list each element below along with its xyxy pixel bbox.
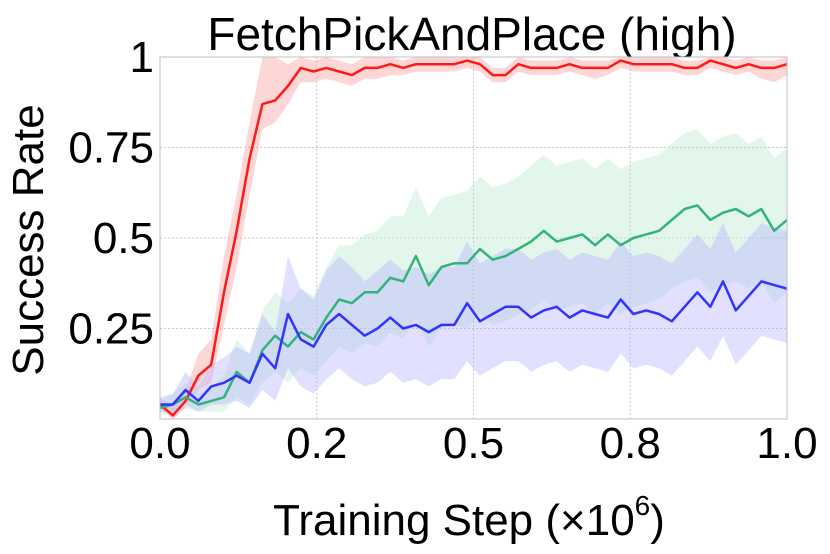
x-tick-label-3: 0.8	[600, 419, 661, 468]
series-0-line	[159, 59, 788, 417]
y-tick-label-0: 0.25	[68, 305, 154, 354]
x-axis-label-main: Training Step (×10	[273, 496, 635, 545]
y-tick-label-3: 1	[130, 33, 154, 82]
y-tick-label-1: 0.5	[93, 214, 154, 263]
x-axis-label-close: )	[650, 496, 665, 545]
x-axis-label: Training Step (×106)	[273, 490, 665, 545]
x-tick-label-2: 0.5	[443, 419, 504, 468]
series-2-band	[160, 223, 787, 412]
x-tick-label-4: 1.0	[756, 419, 817, 468]
series-2-line	[160, 280, 788, 406]
x-axis-label-exponent: 6	[635, 490, 651, 521]
x-tick-label-1: 0.2	[286, 419, 347, 468]
chart-title: FetchPickAndPlace (high)	[207, 8, 736, 60]
plot-area	[159, 56, 788, 420]
series-1-line	[159, 204, 788, 410]
y-axis-label: Success Rate	[4, 104, 53, 375]
x-tick-label-0: 0.0	[129, 419, 190, 468]
series-1-band	[160, 129, 787, 416]
x-ticks: 0.0 0.2 0.5 0.8 1.0	[129, 419, 817, 468]
plot-frame	[159, 56, 788, 420]
y-tick-label-2: 0.75	[68, 124, 154, 173]
y-ticks: 0.25 0.5 0.75 1	[68, 33, 154, 354]
